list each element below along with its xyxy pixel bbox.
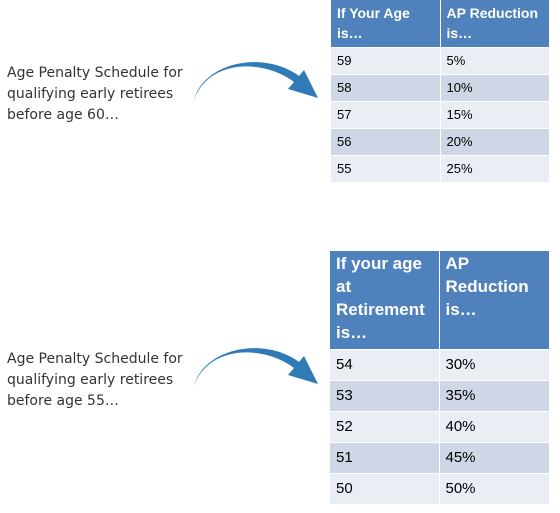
table-header-row: If Your Age is… AP Reduction is… [331, 0, 549, 47]
age-penalty-table-60: If Your Age is… AP Reduction is… 59 5% 5… [331, 0, 549, 182]
reduction-cell: 35% [438, 380, 549, 411]
age-cell: 51 [330, 442, 439, 473]
header-line: at [336, 277, 352, 296]
caption-line: Age Penalty Schedule for [7, 65, 183, 81]
reduction-cell: 5% [439, 47, 549, 74]
header-reduction: AP Reduction is… [438, 251, 549, 349]
age-cell: 56 [331, 128, 440, 155]
reduction-cell: 40% [438, 411, 549, 442]
caption-line: before age 55… [7, 393, 119, 409]
table-row: 52 40% [330, 411, 549, 442]
age-cell: 57 [331, 101, 440, 128]
curved-arrow-icon [194, 348, 318, 386]
age-cell: 59 [331, 47, 440, 74]
header-line: AP [445, 254, 470, 273]
header-reduction: AP Reduction is… [439, 0, 549, 47]
reduction-cell: 25% [439, 155, 549, 182]
table-row: 57 15% [331, 101, 549, 128]
table-row: 55 25% [331, 155, 549, 182]
curved-arrow-icon [194, 62, 318, 100]
reduction-cell: 30% [438, 349, 549, 380]
table-row: 56 20% [331, 128, 549, 155]
table-row: 54 30% [330, 349, 549, 380]
header-line: is… [337, 25, 363, 42]
table-row: 58 10% [331, 74, 549, 101]
header-age: If Your Age is… [331, 0, 440, 47]
age-cell: 58 [331, 74, 440, 101]
caption-line: Age Penalty Schedule for [7, 351, 183, 367]
caption-age-60: Age Penalty Schedule for qualifying earl… [7, 63, 183, 126]
header-line: is… [336, 323, 368, 342]
reduction-cell: 45% [438, 442, 549, 473]
table-row: 53 35% [330, 380, 549, 411]
age-cell: 55 [331, 155, 440, 182]
reduction-cell: 15% [439, 101, 549, 128]
age-cell: 54 [330, 349, 439, 380]
age-cell: 53 [330, 380, 439, 411]
table-row: 59 5% [331, 47, 549, 74]
caption-line: qualifying early retirees [7, 372, 174, 388]
age-cell: 52 [330, 411, 439, 442]
reduction-cell: 20% [439, 128, 549, 155]
header-age: If your age at Retirement is… [330, 251, 439, 349]
header-line: is… [445, 300, 477, 319]
caption-line: before age 60… [7, 107, 119, 123]
reduction-cell: 10% [439, 74, 549, 101]
age-cell: 50 [330, 473, 439, 504]
header-line: is… [446, 25, 473, 42]
reduction-cell: 50% [438, 473, 549, 504]
age-penalty-table-55: If your age at Retirement is… AP Reducti… [330, 251, 549, 504]
header-line: Retirement [336, 300, 425, 319]
table-row: 51 45% [330, 442, 549, 473]
header-line: If Your Age [337, 5, 410, 22]
table-row: 50 50% [330, 473, 549, 504]
caption-line: qualifying early retirees [7, 86, 174, 102]
caption-age-55: Age Penalty Schedule for qualifying earl… [7, 349, 183, 412]
header-line: Reduction [445, 277, 529, 296]
table-header-row: If your age at Retirement is… AP Reducti… [330, 251, 549, 349]
header-line: If your age [336, 254, 422, 273]
header-line: AP Reduction [446, 5, 539, 22]
